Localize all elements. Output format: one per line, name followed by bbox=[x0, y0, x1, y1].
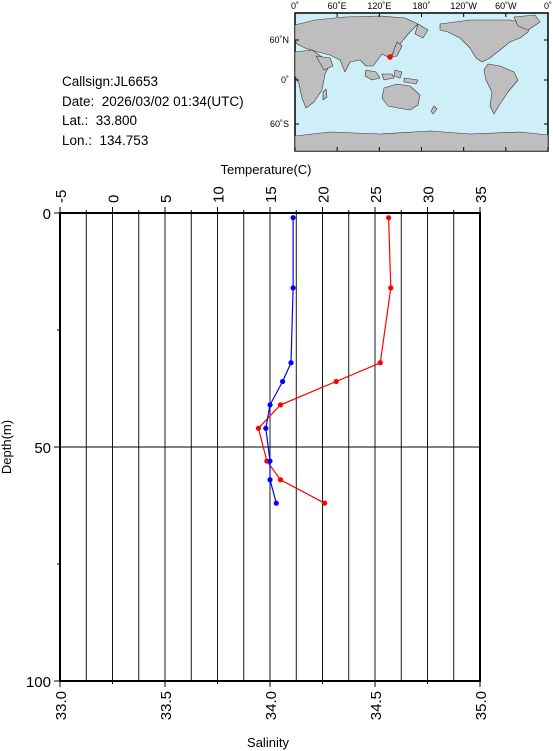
temperature-tick-label: 30 bbox=[421, 186, 438, 203]
map-lon-label: 180˚ bbox=[412, 1, 430, 11]
longitude-text: Lon.: 134.753 bbox=[62, 132, 149, 148]
temperature-tick-label: 0 bbox=[106, 195, 123, 203]
map-lat-label: 60˚N bbox=[269, 35, 289, 45]
temperature-tick-label: 15 bbox=[263, 186, 280, 203]
temperature-tick-label: 20 bbox=[316, 186, 333, 203]
salinity-point bbox=[267, 402, 273, 408]
salinity-tick-label: 35.0 bbox=[473, 691, 490, 720]
land-japan bbox=[391, 41, 403, 58]
temperature-tick-label: -5 bbox=[53, 190, 70, 203]
temperature-line bbox=[257, 217, 392, 504]
map-lon-label: 60˚E bbox=[328, 1, 347, 11]
salinity-tick-label: 33.0 bbox=[53, 691, 70, 720]
temperature-point bbox=[277, 477, 284, 483]
land-new-zealand bbox=[430, 105, 438, 115]
temperature-point bbox=[333, 378, 339, 385]
salinity-axis-label: Salinity bbox=[247, 735, 289, 750]
salinity-point bbox=[263, 425, 269, 431]
temperature-point bbox=[377, 360, 383, 366]
map-lon-label: 120˚W bbox=[450, 1, 477, 11]
map-land bbox=[294, 14, 549, 152]
land-arabia bbox=[315, 55, 334, 71]
salinity-point bbox=[288, 360, 294, 366]
depth-axis-label: Depth(m) bbox=[0, 420, 14, 474]
temperature-point bbox=[322, 500, 328, 506]
temperature-tick-label: 10 bbox=[211, 186, 228, 203]
station-marker bbox=[387, 54, 393, 60]
map-lon-label: 60˚W bbox=[495, 1, 517, 11]
temperature-point bbox=[388, 285, 394, 291]
callsign-text: Callsign:JL6653 bbox=[62, 74, 159, 89]
temperature-point bbox=[255, 425, 262, 431]
land-south-america bbox=[483, 63, 519, 115]
temperature-tick-label: 35 bbox=[473, 186, 490, 203]
date-text: Date: 2026/03/02 01:34(UTC) bbox=[62, 93, 244, 109]
salinity-point bbox=[290, 285, 296, 291]
depth-tick-label: 50 bbox=[34, 440, 51, 457]
temperature-point bbox=[386, 215, 392, 221]
plot-frame bbox=[59, 212, 481, 682]
map-lat-label: 60˚S bbox=[270, 119, 289, 129]
land-eurasia bbox=[294, 15, 419, 73]
depth-tick-label: 100 bbox=[26, 674, 51, 691]
gridlines bbox=[59, 213, 481, 681]
land-indonesia bbox=[364, 69, 419, 85]
temperature-axis-label: Temperature(C) bbox=[220, 162, 311, 177]
temperature-point bbox=[277, 402, 284, 408]
map-lon-label: 120˚E bbox=[367, 1, 391, 11]
temperature-tick-label: 25 bbox=[368, 186, 385, 203]
map-lon-label: 0˚ bbox=[291, 1, 299, 11]
map-lon-label: 0˚ bbox=[544, 1, 552, 11]
world-map: 0˚ 60˚E 120˚E 180˚ 120˚W 60˚W 0˚ 60˚N 0˚ 60˚S bbox=[269, 1, 552, 152]
land-greenland bbox=[513, 14, 541, 31]
land-australia bbox=[381, 83, 421, 111]
salinity-tick-label: 34.5 bbox=[368, 691, 385, 720]
temperature-tick-label: 5 bbox=[158, 195, 175, 203]
map-labels: 0˚ 60˚E 120˚E 180˚ 120˚W 60˚W 0˚ 60˚N 0˚ 60˚S bbox=[269, 1, 552, 129]
land-madagascar bbox=[322, 88, 328, 101]
salinity-point bbox=[267, 458, 273, 464]
latitude-text: Lat.: 33.800 bbox=[62, 113, 138, 128]
land-kamchatka bbox=[414, 23, 429, 39]
depth-tick-label: 0 bbox=[43, 206, 51, 223]
map-ticks bbox=[294, 13, 549, 151]
station-info: Callsign:JL6653 Date: 2026/03/02 01:34(U… bbox=[62, 72, 244, 150]
salinity-point bbox=[273, 500, 279, 506]
salinity-tick-label: 33.5 bbox=[158, 691, 175, 720]
salinity-point bbox=[280, 378, 286, 385]
data-series bbox=[255, 215, 394, 506]
salinity-tick-label: 34.0 bbox=[263, 691, 280, 720]
salinity-point bbox=[267, 477, 273, 483]
map-lat-label: 0˚ bbox=[281, 75, 289, 85]
salinity-point bbox=[290, 215, 296, 221]
